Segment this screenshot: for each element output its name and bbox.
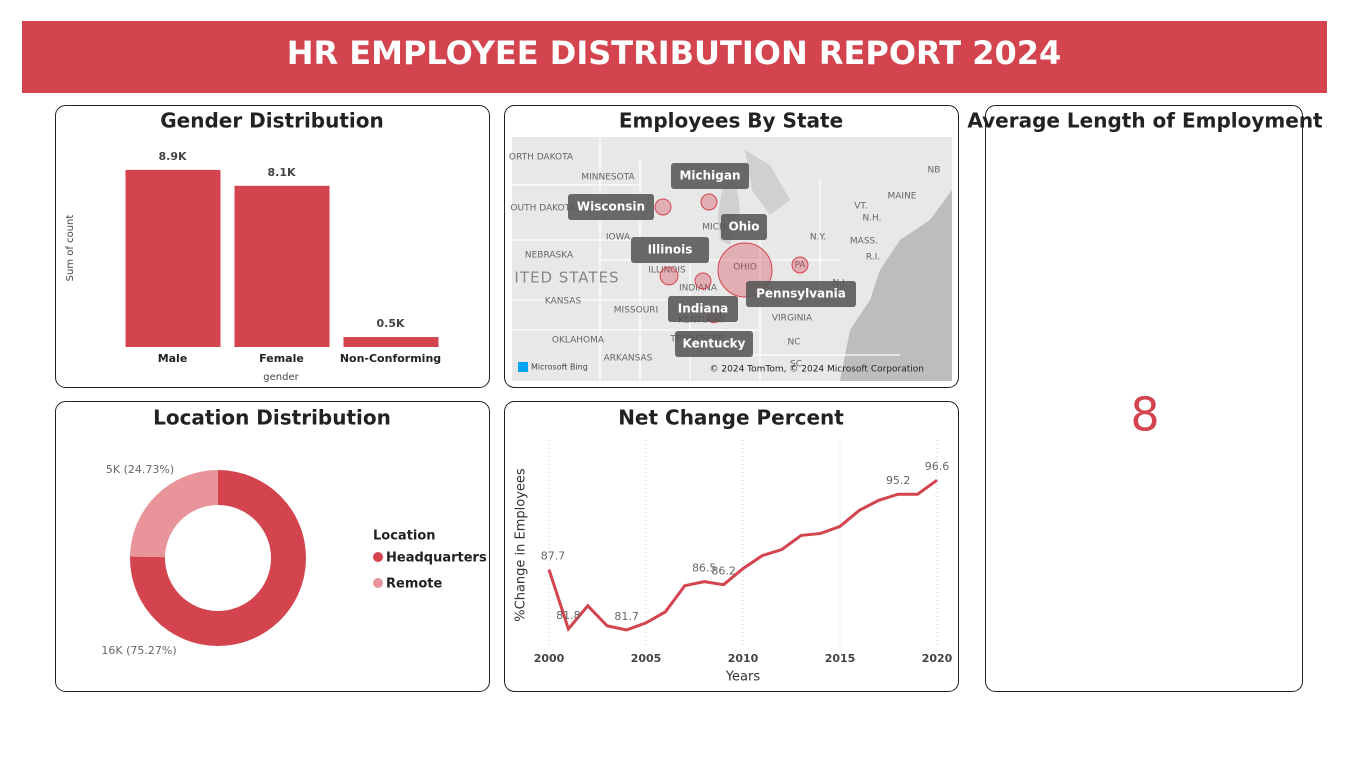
legend-title: Location: [373, 529, 436, 544]
map-label: ORTH DAKOTA: [509, 153, 574, 163]
data-label: 81.8: [556, 609, 581, 622]
map-label: PA: [794, 261, 806, 271]
x-tick-label: 2015: [825, 652, 856, 665]
data-label: 95.2: [886, 474, 911, 487]
x-tick-label: Male: [158, 352, 188, 365]
panel-title: Net Change Percent: [618, 406, 844, 430]
map-attribution: © 2024 TomTom, © 2024 Microsoft Corporat…: [710, 365, 924, 375]
legend-marker: [373, 578, 383, 588]
bar: [343, 337, 439, 347]
map-label: NC: [787, 338, 800, 348]
map-label: NEBRASKA: [525, 251, 574, 261]
bubble-label-box: [668, 296, 738, 322]
x-tick-label: 2010: [728, 652, 759, 665]
map-label: OHIO: [733, 263, 757, 273]
map-label: OUTH DAKOTA: [510, 204, 576, 214]
page-title: HR EMPLOYEE DISTRIBUTION REPORT 2024: [287, 34, 1062, 72]
bubble: [791, 256, 809, 274]
map-label: MICH: [702, 223, 725, 233]
data-label: 8.1K: [267, 166, 295, 179]
map-label: IOWA: [606, 233, 631, 243]
ocean: [840, 137, 952, 381]
panel-title: Location Distribution: [153, 406, 391, 430]
x-axis-title: gender: [263, 372, 299, 383]
bubble-label-box: [721, 214, 767, 240]
bubble: [659, 266, 679, 286]
panel: [504, 401, 959, 692]
bubble-label-box: [675, 331, 753, 357]
line: [547, 478, 938, 632]
map-label: OKLAHOMA: [552, 336, 605, 346]
data-label: 8.9K: [158, 150, 186, 163]
header-band: [22, 21, 1327, 93]
donut-slice: [130, 470, 306, 646]
map-logo: Microsoft Bing: [531, 363, 588, 372]
bubble: [700, 193, 718, 211]
map-label: KANSAS: [545, 297, 582, 307]
card-value: 8: [1130, 388, 1159, 442]
map-label: INDIANA: [679, 284, 718, 294]
x-tick-label: 2020: [922, 652, 953, 665]
x-axis-title: Years: [725, 670, 761, 685]
legend-label: Remote: [386, 577, 443, 592]
data-label: 96.6: [925, 460, 950, 473]
bubble-label-box: [631, 237, 709, 263]
data-label: 86.2: [711, 565, 736, 578]
panel: [985, 105, 1303, 692]
data-label: 86.5: [692, 562, 717, 575]
logo-mark: [518, 362, 528, 372]
bubble-label-box: [671, 163, 749, 189]
y-axis-title: %Change in Employees: [514, 468, 529, 622]
legend-marker: [373, 552, 383, 562]
data-label: 81.7: [614, 610, 639, 623]
bubble-label: Kentucky: [683, 337, 746, 351]
x-tick-label: 2000: [534, 652, 565, 665]
map-label: MISSOURI: [614, 306, 658, 316]
map-label: R.I.: [866, 253, 880, 263]
map-label: N.Y.: [810, 233, 826, 243]
map-label: MASS.: [850, 237, 878, 247]
donut-slice: [130, 470, 218, 558]
panel-title: Average Length of Employment: [967, 109, 1323, 133]
x-tick-label: 2005: [631, 652, 662, 665]
panel-title: Gender Distribution: [160, 109, 384, 133]
map-label: N.H.: [862, 214, 881, 224]
bubble-label: Michigan: [679, 169, 740, 183]
bubble-label: Illinois: [648, 243, 693, 257]
bubble-label: Ohio: [728, 220, 759, 234]
bubble-label: Indiana: [678, 302, 728, 316]
legend-label: Headquarters: [386, 551, 487, 566]
bubble-label: Wisconsin: [577, 200, 645, 214]
bubble: [694, 272, 712, 290]
map-label: ITED STATES: [514, 269, 619, 287]
map-label: ARKANSAS: [604, 354, 653, 364]
bubble-label: Pennsylvania: [756, 287, 846, 301]
map-label: MINNESOTA: [581, 173, 635, 183]
data-label: 16K (75.27%): [101, 644, 176, 657]
panel-title: Employees By State: [619, 109, 843, 133]
bar: [125, 169, 221, 347]
y-axis-title: Sum of count: [65, 215, 76, 282]
bubble-label-box: [746, 281, 856, 307]
map-label: MAINE: [888, 192, 917, 202]
map-label: SC: [790, 360, 802, 370]
x-tick-label: Female: [259, 352, 304, 365]
data-label: 87.7: [541, 550, 566, 563]
bubble: [654, 198, 672, 216]
bubble-label-box: [568, 194, 654, 220]
data-label: 5K (24.73%): [106, 463, 174, 476]
map-label: VIRGINIA: [772, 314, 813, 324]
map-label: ILLINOIS: [648, 266, 686, 276]
data-label: 0.5K: [376, 317, 404, 330]
x-tick-label: Non-Conforming: [340, 352, 441, 365]
map-label: NB: [928, 166, 941, 176]
bar: [234, 185, 330, 347]
map-label: VT.: [854, 202, 867, 212]
